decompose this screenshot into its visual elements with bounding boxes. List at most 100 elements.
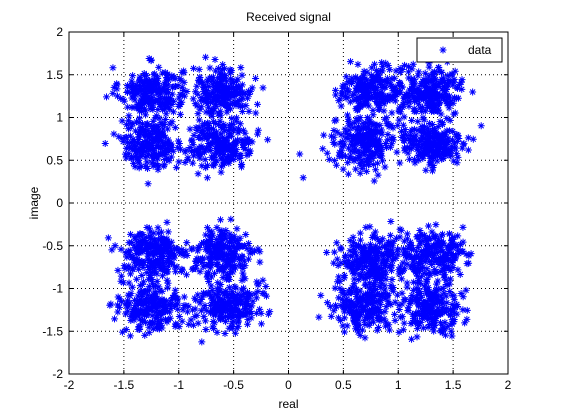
data-point bbox=[329, 138, 337, 146]
data-point bbox=[344, 85, 352, 93]
data-point bbox=[365, 89, 373, 97]
data-point bbox=[152, 308, 160, 316]
data-point bbox=[398, 127, 406, 135]
data-point bbox=[337, 102, 345, 110]
data-point bbox=[347, 262, 355, 270]
data-point bbox=[441, 318, 449, 326]
data-point bbox=[226, 125, 234, 133]
data-point bbox=[338, 295, 346, 303]
data-point bbox=[146, 81, 154, 89]
data-point bbox=[208, 153, 216, 161]
data-point bbox=[431, 266, 439, 274]
data-point bbox=[397, 88, 405, 96]
data-point bbox=[337, 131, 345, 139]
data-point bbox=[366, 146, 374, 154]
data-point bbox=[209, 249, 217, 257]
data-point bbox=[129, 307, 137, 315]
data-point bbox=[381, 115, 389, 123]
data-point bbox=[218, 312, 226, 320]
data-point bbox=[375, 271, 383, 279]
data-point bbox=[203, 78, 211, 86]
data-point bbox=[426, 314, 434, 322]
data-point bbox=[153, 141, 161, 149]
data-point bbox=[379, 293, 387, 301]
data-point bbox=[412, 270, 420, 278]
data-point bbox=[416, 104, 424, 112]
data-point bbox=[193, 255, 201, 263]
data-point bbox=[422, 234, 430, 242]
data-point bbox=[438, 327, 446, 335]
data-point bbox=[439, 299, 447, 307]
data-point bbox=[424, 131, 432, 139]
data-point bbox=[371, 89, 379, 97]
data-point bbox=[395, 301, 403, 309]
data-point bbox=[358, 326, 366, 334]
data-point bbox=[175, 102, 183, 110]
data-point bbox=[204, 89, 212, 97]
data-point bbox=[425, 288, 433, 296]
data-point bbox=[165, 255, 173, 263]
data-point bbox=[369, 257, 377, 265]
data-point bbox=[400, 319, 408, 327]
data-point bbox=[384, 130, 392, 138]
data-point bbox=[369, 304, 377, 312]
data-point bbox=[436, 133, 444, 141]
data-point bbox=[164, 103, 172, 111]
data-point bbox=[176, 110, 184, 118]
data-point bbox=[237, 64, 245, 72]
data-point bbox=[145, 329, 153, 337]
data-point bbox=[229, 242, 237, 250]
data-point bbox=[212, 236, 220, 244]
data-point bbox=[455, 135, 463, 143]
data-point bbox=[157, 251, 165, 259]
data-point bbox=[362, 251, 370, 259]
data-point bbox=[348, 258, 356, 266]
data-point bbox=[332, 161, 340, 169]
data-point bbox=[223, 251, 231, 259]
data-point bbox=[148, 93, 156, 101]
data-point bbox=[360, 94, 368, 102]
data-point bbox=[398, 275, 406, 283]
data-point bbox=[236, 120, 244, 128]
data-point bbox=[427, 75, 435, 83]
data-point bbox=[153, 277, 161, 285]
data-point bbox=[225, 96, 233, 104]
data-point bbox=[238, 242, 246, 250]
ticks bbox=[68, 31, 509, 375]
data-point bbox=[344, 159, 352, 167]
data-point bbox=[229, 127, 237, 135]
data-point bbox=[244, 320, 252, 328]
data-point bbox=[447, 327, 455, 335]
data-point bbox=[158, 69, 166, 77]
data-point bbox=[162, 297, 170, 305]
data-point bbox=[201, 148, 209, 156]
data-point bbox=[141, 318, 149, 326]
data-point bbox=[121, 150, 129, 158]
data-point bbox=[228, 76, 236, 84]
data-point bbox=[186, 125, 194, 133]
data-point bbox=[344, 135, 352, 143]
data-point bbox=[421, 69, 429, 77]
data-point bbox=[443, 139, 451, 147]
data-point bbox=[377, 149, 385, 157]
data-point bbox=[382, 83, 390, 91]
data-point bbox=[147, 299, 155, 307]
data-point bbox=[177, 250, 185, 258]
data-point bbox=[427, 320, 435, 328]
data-point bbox=[448, 236, 456, 244]
data-point bbox=[331, 157, 339, 165]
data-point bbox=[167, 153, 175, 161]
data-point bbox=[153, 85, 161, 93]
data-point bbox=[378, 250, 386, 258]
data-point bbox=[175, 158, 183, 166]
data-point bbox=[159, 247, 167, 255]
data-point bbox=[198, 94, 206, 102]
data-point bbox=[406, 300, 414, 308]
data-point bbox=[333, 239, 341, 247]
data-point bbox=[434, 143, 442, 151]
data-point bbox=[208, 77, 216, 85]
data-point bbox=[128, 103, 136, 111]
data-point bbox=[236, 151, 244, 159]
data-point bbox=[122, 144, 130, 152]
data-point bbox=[360, 161, 368, 169]
